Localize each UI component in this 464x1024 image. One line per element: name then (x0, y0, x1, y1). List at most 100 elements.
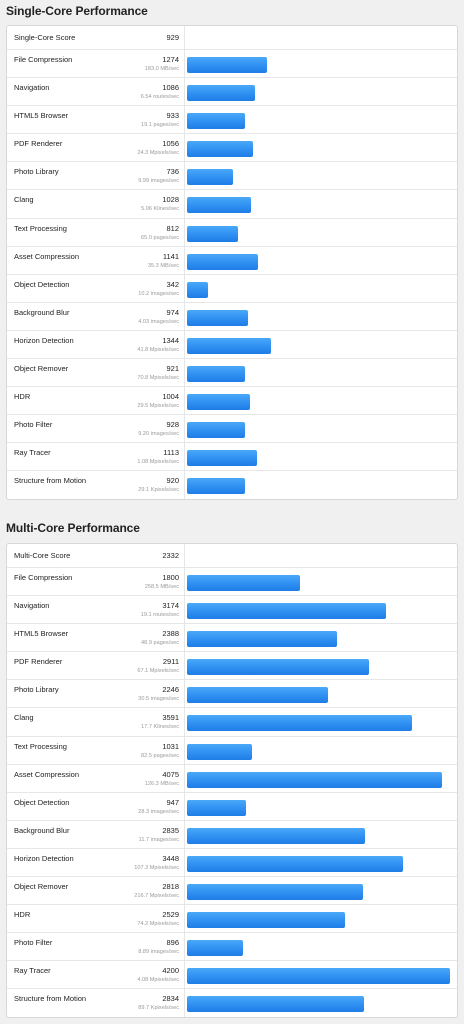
column-divider (184, 792, 185, 820)
score-bar (187, 827, 365, 844)
column-divider (184, 933, 185, 961)
multi-core-title: Multi-Core Performance (6, 521, 140, 535)
workload-throughput: 82.5 pages/sec (141, 752, 179, 759)
workload-score: 3448 (162, 853, 179, 863)
score-bar (187, 197, 252, 214)
workload-name: PDF Renderer (14, 139, 63, 149)
workload-row: HTML5 Browser 933 19.1 pages/sec (7, 105, 457, 134)
score-bar (187, 366, 245, 383)
workload-throughput: 6.54 routes/sec (140, 94, 179, 101)
workload-score: 2246 (162, 685, 179, 695)
column-divider (184, 905, 185, 933)
workload-row: File Compression 1800 258.5 MB/sec (7, 567, 457, 596)
workload-name: Horizon Detection (14, 335, 74, 345)
single-core-score-row: Single-Core Score 929 (7, 26, 457, 49)
multi-core-panel: Multi-Core Score 2332 File Compression 18… (6, 543, 458, 1018)
column-divider (184, 443, 185, 471)
workload-score: 2835 (162, 825, 179, 835)
column-divider (184, 415, 185, 443)
workload-throughput: 183.0 MB/sec (144, 66, 179, 72)
workload-name: Structure from Motion (14, 994, 87, 1004)
workload-name: Navigation (14, 601, 50, 611)
workload-row: Horizon Detection 3448 107.3 Mpixels/sec (7, 847, 457, 877)
workload-row: PDF Renderer 1056 24.3 Mpixels/sec (7, 133, 457, 162)
column-divider (184, 246, 185, 274)
column-divider (184, 190, 185, 218)
workload-throughput: 70.8 Mpixels/sec (137, 375, 179, 382)
workload-row: Asset Compression 1141 35.3 MB/sec (7, 245, 457, 274)
workload-score: 1141 (162, 251, 179, 261)
workload-name: Structure from Motion (14, 476, 87, 486)
workload-throughput: 10.2 images/sec (138, 290, 179, 297)
score-bar (187, 394, 250, 411)
workload-row: Clang 3591 17.7 Klines/sec (7, 707, 457, 736)
workload-row: Structure from Motion 2834 89.7 Kpixels/se… (7, 988, 457, 1017)
column-divider (184, 568, 185, 596)
workload-row: Clang 1028 5.06 Klines/sec (7, 189, 457, 218)
workload-row: Background Blur 974 4.03 images/sec (7, 301, 457, 330)
column-divider (184, 680, 185, 708)
workload-throughput: 126.3 MB/sec (144, 780, 179, 787)
column-divider (184, 387, 185, 415)
workload-score: 4200 (162, 966, 179, 976)
workload-row: Object Detection 947 28.3 images/sec (7, 791, 457, 820)
workload-throughput: 9.99 images/sec (138, 178, 179, 185)
workload-throughput: 65.0 pages/sec (141, 234, 179, 241)
workload-throughput: 74.2 Mpixels/sec (137, 921, 179, 928)
workload-score: 342 (166, 279, 179, 289)
workload-score: 1344 (162, 335, 179, 345)
workload-score: 3591 (162, 713, 179, 723)
column-divider (184, 50, 185, 78)
score-bar (187, 422, 246, 439)
score-bar (187, 884, 364, 901)
score-bar (187, 912, 346, 929)
workload-name: Object Detection (14, 279, 70, 289)
score-bar (187, 141, 254, 158)
workload-score: 2834 (162, 994, 179, 1004)
score-bar (187, 281, 209, 298)
workload-throughput: 29.5 Mpixels/sec (137, 403, 179, 410)
workload-row: Photo Library 2246 30.5 images/sec (7, 679, 457, 708)
workload-name: File Compression (14, 573, 73, 582)
workload-score: 1031 (162, 741, 179, 751)
workload-row: Navigation 3174 19.1 routes/sec (7, 595, 457, 624)
score-bar (187, 799, 247, 816)
workload-name: HDR (14, 392, 31, 402)
workload-row: Photo Library 736 9.99 images/sec (7, 161, 457, 190)
workload-score: 1028 (162, 195, 179, 205)
workload-name: Clang (14, 713, 34, 723)
workload-score: 896 (166, 938, 179, 948)
column-divider (184, 302, 185, 330)
column-divider (184, 596, 185, 624)
workload-throughput: 9.20 images/sec (138, 431, 179, 438)
workload-throughput: 19.1 pages/sec (141, 122, 179, 129)
score-bar (187, 85, 255, 102)
workload-throughput: 8.89 images/sec (138, 949, 179, 956)
workload-throughput: 89.7 Kpixels/sec (138, 1005, 179, 1012)
workload-score: 928 (166, 420, 179, 430)
score-value: 929 (166, 33, 179, 42)
workload-name: Photo Filter (14, 420, 53, 430)
column-divider (184, 359, 185, 387)
workload-row: Structure from Motion 920 29.1 Kpixels/sec (7, 470, 457, 499)
score-bar (187, 940, 244, 957)
workload-name: PDF Renderer (14, 657, 63, 667)
column-divider (184, 134, 185, 162)
workload-name: Text Processing (14, 223, 67, 233)
column-divider (184, 877, 185, 905)
workload-throughput: 35.3 MB/sec (147, 262, 179, 269)
workload-throughput: 24.3 Mpixels/sec (137, 150, 179, 157)
column-divider (184, 274, 185, 302)
workload-name: Background Blur (14, 825, 70, 835)
workload-row: Background Blur 2835 11.7 images/sec (7, 819, 457, 848)
workload-name: Ray Tracer (14, 966, 51, 976)
workload-throughput: 41.8 Mpixels/sec (137, 346, 179, 353)
workload-throughput: 1.08 Mpixels/sec (137, 459, 179, 466)
workload-score: 920 (166, 476, 179, 486)
workload-throughput: 4.08 Mpixels/sec (137, 977, 179, 984)
score-label: Multi-Core Score (14, 551, 71, 560)
workload-throughput: 48.9 pages/sec (141, 640, 179, 647)
workload-throughput: 29.1 Kpixels/sec (138, 487, 179, 494)
column-divider (184, 162, 185, 190)
column-divider (184, 471, 185, 499)
